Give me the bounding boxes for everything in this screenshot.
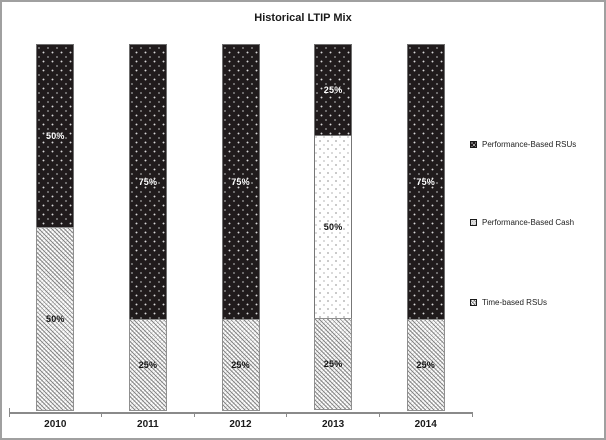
stacked-bar-2011: 75% 25% — [128, 44, 167, 412]
x-axis-line — [9, 412, 472, 414]
stacked-bar-2012: 75% 25% — [221, 44, 260, 412]
segment-value-label: 25% — [323, 359, 343, 369]
segment-value-label: 75% — [231, 177, 250, 187]
legend-label: Time-based RSUs — [482, 297, 548, 307]
segment-value-label: 25% — [138, 360, 158, 370]
segment-value-label: 25% — [323, 85, 343, 95]
segment-value-label: 75% — [416, 177, 435, 187]
segment-value-label: 50% — [45, 131, 65, 141]
legend-label: Performance-Based Cash — [482, 217, 575, 227]
bar-segment: 25% — [314, 318, 353, 410]
x-axis-label: 2010 — [44, 419, 67, 430]
x-axis-label: 2013 — [321, 419, 345, 430]
bar-segment: 50% — [36, 227, 75, 411]
dark-dotted-swatch-icon — [470, 140, 477, 148]
x-axis-end-tick — [9, 408, 10, 412]
segment-value-label: 50% — [45, 314, 65, 324]
bar-segment: 75% — [221, 44, 260, 320]
x-axis-label: 2012 — [229, 419, 252, 430]
segment-value-label: 50% — [323, 222, 343, 232]
x-axis-tick — [286, 412, 288, 417]
bar-segment: 50% — [36, 44, 75, 228]
x-axis-tick — [8, 412, 10, 417]
segment-value-label: 75% — [138, 177, 158, 187]
legend-item-time-based-rsus: Time-based RSUs — [470, 297, 547, 307]
legend-label: Performance-Based RSUs — [482, 139, 577, 149]
bar-segment: 75% — [406, 44, 445, 320]
segment-value-label: 25% — [231, 360, 250, 370]
segment-value-label: 25% — [416, 360, 435, 370]
white-dotted-swatch-icon — [470, 218, 477, 226]
x-axis-tick — [471, 412, 473, 417]
bar-segment: 25% — [128, 319, 167, 411]
bar-segment: 25% — [221, 319, 260, 411]
bar-segment: 25% — [314, 44, 353, 136]
legend-item-performance-based-rsus: Performance-Based RSUs — [470, 139, 576, 149]
x-axis-label: 2011 — [137, 419, 159, 430]
bar-segment: 75% — [128, 44, 167, 320]
x-axis-tick — [378, 412, 380, 417]
legend-item-performance-based-cash: Performance-Based Cash — [470, 217, 574, 227]
chart-title: Historical LTIP Mix — [254, 12, 352, 24]
stacked-bar-2014: 75% 25% — [406, 44, 445, 412]
x-axis-label: 2014 — [414, 419, 437, 430]
bar-segment: 25% — [406, 319, 445, 411]
stacked-bar-2010: 50% 50% — [36, 44, 75, 412]
hatched-swatch-icon — [470, 298, 477, 306]
x-axis-tick — [101, 412, 103, 417]
stacked-bar-2013: 25% 50% 25% — [314, 44, 353, 412]
bar-segment: 50% — [314, 135, 353, 319]
x-axis-tick — [193, 412, 195, 417]
